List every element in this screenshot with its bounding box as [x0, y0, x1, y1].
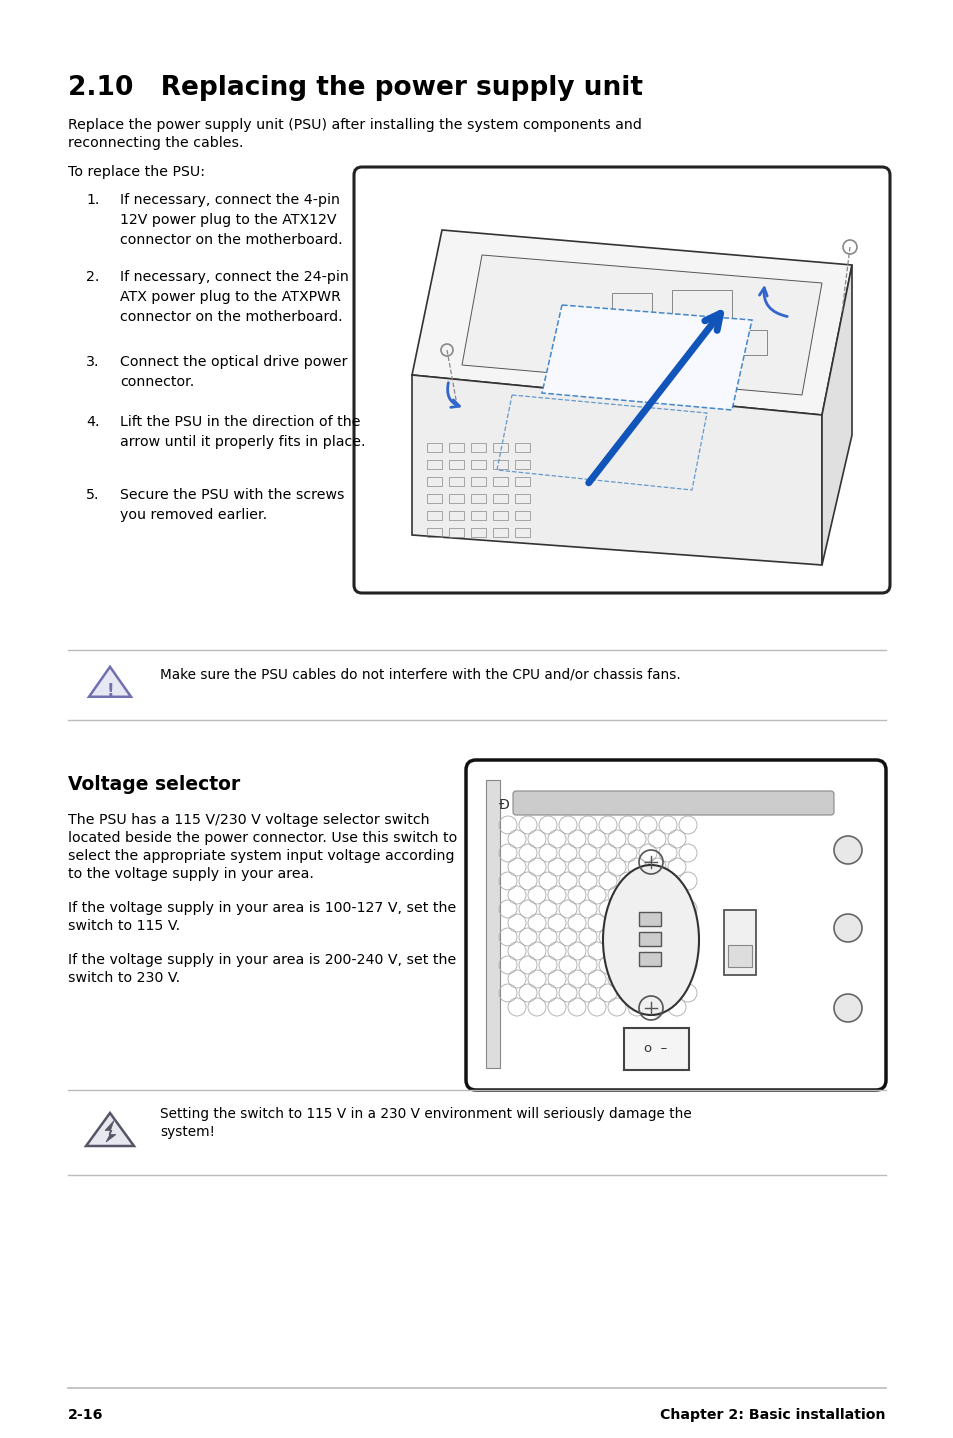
Bar: [449, 477, 463, 486]
Text: !: !: [106, 682, 113, 700]
Bar: [639, 952, 660, 966]
Text: to the voltage supply in your area.: to the voltage supply in your area.: [68, 867, 314, 881]
Text: Secure the PSU with the screws
you removed earlier.: Secure the PSU with the screws you remov…: [120, 487, 344, 522]
Bar: [515, 495, 530, 503]
Text: Voltage selector: Voltage selector: [68, 775, 240, 794]
Text: Setting the switch to 115 V in a 230 V environment will seriously damage the: Setting the switch to 115 V in a 230 V e…: [160, 1107, 691, 1122]
Bar: [471, 443, 485, 452]
Bar: [493, 495, 507, 503]
Bar: [449, 460, 463, 469]
Text: If the voltage supply in your area is 100-127 V, set the: If the voltage supply in your area is 10…: [68, 902, 456, 915]
Bar: [639, 912, 660, 926]
Text: Đ: Đ: [498, 798, 509, 812]
Bar: [471, 495, 485, 503]
Bar: [427, 477, 441, 486]
Polygon shape: [412, 230, 851, 416]
Bar: [427, 443, 441, 452]
Bar: [427, 460, 441, 469]
Text: Chapter 2: Basic installation: Chapter 2: Basic installation: [659, 1408, 885, 1422]
Bar: [493, 443, 507, 452]
Bar: [515, 460, 530, 469]
Bar: [515, 528, 530, 536]
Bar: [731, 329, 766, 355]
Circle shape: [833, 994, 862, 1022]
Bar: [427, 528, 441, 536]
Text: select the appropriate system input voltage according: select the appropriate system input volt…: [68, 848, 454, 863]
Text: located beside the power connector. Use this switch to: located beside the power connector. Use …: [68, 831, 456, 846]
Bar: [727, 945, 751, 966]
Bar: [671, 290, 731, 321]
Bar: [471, 528, 485, 536]
FancyBboxPatch shape: [465, 761, 885, 1090]
Text: The PSU has a 115 V/230 V voltage selector switch: The PSU has a 115 V/230 V voltage select…: [68, 812, 429, 827]
Bar: [449, 528, 463, 536]
Text: switch to 230 V.: switch to 230 V.: [68, 971, 180, 985]
Circle shape: [833, 915, 862, 942]
Polygon shape: [412, 375, 821, 565]
Bar: [493, 528, 507, 536]
Text: reconnecting the cables.: reconnecting the cables.: [68, 137, 243, 150]
Text: Replace the power supply unit (PSU) after installing the system components and: Replace the power supply unit (PSU) afte…: [68, 118, 641, 132]
Polygon shape: [541, 305, 751, 410]
Text: 2.: 2.: [86, 270, 99, 283]
Circle shape: [833, 835, 862, 864]
Bar: [427, 495, 441, 503]
Bar: [515, 443, 530, 452]
Text: switch to 115 V.: switch to 115 V.: [68, 919, 180, 933]
FancyBboxPatch shape: [513, 791, 833, 815]
Text: If the voltage supply in your area is 200-240 V, set the: If the voltage supply in your area is 20…: [68, 953, 456, 966]
Text: To replace the PSU:: To replace the PSU:: [68, 165, 205, 178]
Bar: [493, 460, 507, 469]
Text: Make sure the PSU cables do not interfere with the CPU and/or chassis fans.: Make sure the PSU cables do not interfer…: [160, 667, 680, 682]
Text: 1.: 1.: [86, 193, 99, 207]
Bar: [493, 477, 507, 486]
Bar: [639, 932, 660, 946]
Bar: [449, 510, 463, 521]
Text: o  –: o –: [643, 1043, 667, 1055]
Bar: [471, 510, 485, 521]
Text: 2.10   Replacing the power supply unit: 2.10 Replacing the power supply unit: [68, 75, 642, 101]
Polygon shape: [821, 265, 851, 565]
Polygon shape: [105, 1120, 116, 1142]
Bar: [485, 779, 499, 1068]
Bar: [612, 293, 651, 318]
Text: If necessary, connect the 4-pin
12V power plug to the ATX12V
connector on the mo: If necessary, connect the 4-pin 12V powe…: [120, 193, 342, 247]
Text: Lift the PSU in the direction of the
arrow until it properly fits in place.: Lift the PSU in the direction of the arr…: [120, 416, 365, 449]
Bar: [449, 443, 463, 452]
FancyBboxPatch shape: [354, 167, 889, 592]
Bar: [623, 1028, 688, 1070]
Polygon shape: [86, 1113, 133, 1146]
Text: 2-16: 2-16: [68, 1408, 103, 1422]
Bar: [723, 910, 755, 975]
Ellipse shape: [602, 866, 699, 1015]
Bar: [493, 510, 507, 521]
Text: system!: system!: [160, 1125, 214, 1139]
Polygon shape: [461, 255, 821, 395]
Bar: [427, 510, 441, 521]
Bar: [449, 495, 463, 503]
Text: If necessary, connect the 24-pin
ATX power plug to the ATXPWR
connector on the m: If necessary, connect the 24-pin ATX pow…: [120, 270, 349, 324]
Text: 3.: 3.: [86, 355, 99, 370]
Text: 4.: 4.: [86, 416, 99, 429]
Bar: [471, 460, 485, 469]
Bar: [471, 477, 485, 486]
Text: Connect the optical drive power
connector.: Connect the optical drive power connecto…: [120, 355, 347, 390]
Text: 5.: 5.: [86, 487, 99, 502]
Bar: [515, 477, 530, 486]
Bar: [515, 510, 530, 521]
Polygon shape: [89, 667, 131, 697]
